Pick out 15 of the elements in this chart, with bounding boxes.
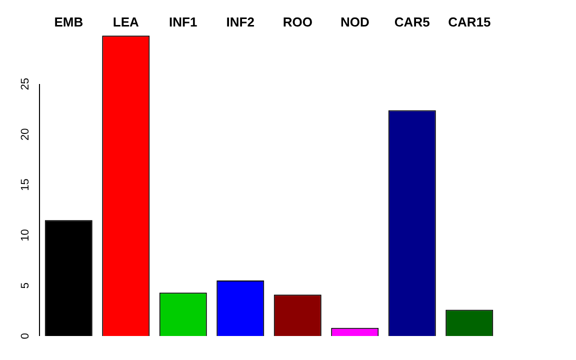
bar [44, 220, 92, 336]
x-tick-label: CAR5 [394, 14, 430, 30]
x-tick-label: INF2 [226, 14, 254, 30]
x-tick-label: CAR15 [448, 14, 491, 30]
y-tick-label: 0 [20, 332, 32, 340]
y-tick-label: 20 [20, 128, 32, 141]
y-tick-label: 5 [20, 282, 32, 289]
y-tick-label: 25 [20, 78, 32, 90]
x-tick-label: ROO [282, 14, 312, 30]
y-tick-label: 10 [20, 229, 32, 242]
x-tick-label: LEA [112, 14, 140, 30]
x-tick-label: INF1 [169, 14, 198, 30]
y-tick-label: 15 [20, 178, 32, 191]
x-tick-label: NOD [340, 14, 370, 30]
x-tick-label: EMB [54, 14, 84, 30]
